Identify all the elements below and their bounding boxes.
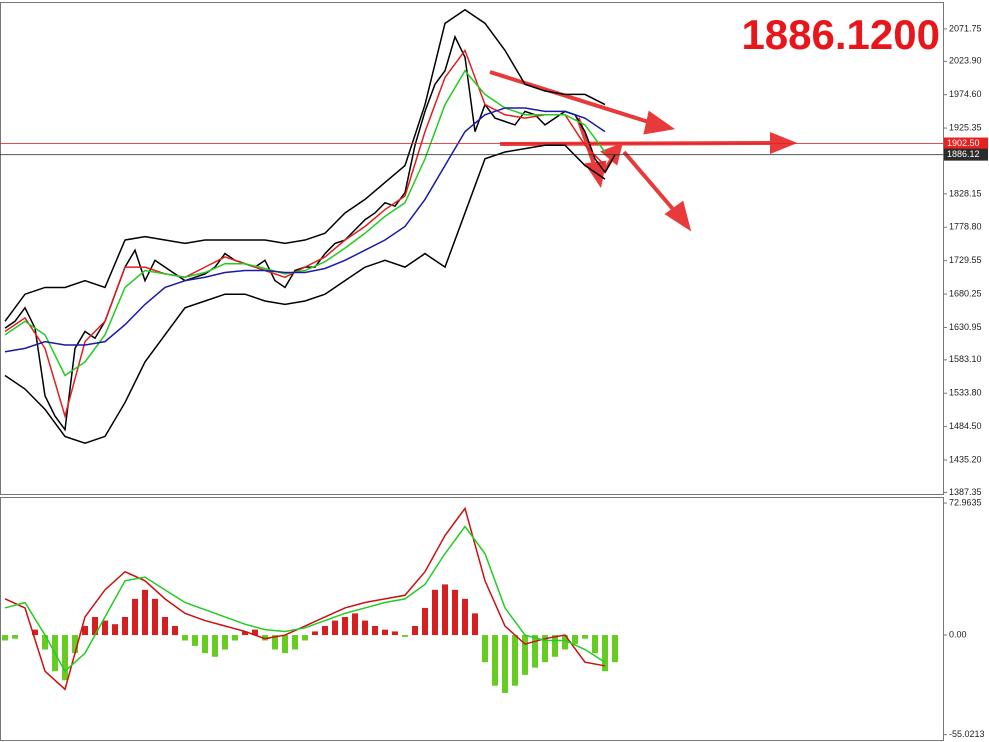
histogram-bar — [132, 598, 138, 636]
series-line — [4, 144, 606, 444]
histogram-bar — [112, 624, 118, 636]
histogram-bar — [502, 635, 508, 693]
histogram-bar — [352, 613, 358, 636]
histogram-bar — [12, 635, 18, 639]
histogram-bar — [522, 635, 528, 675]
histogram-bar — [232, 635, 238, 641]
y-tick-label: 0.00 — [949, 629, 967, 639]
y-tick-label: 72.9635 — [949, 497, 982, 507]
histogram-bar — [2, 635, 8, 641]
y-tick-label: 1680.25 — [949, 288, 982, 298]
histogram-bar — [72, 635, 78, 654]
histogram-bar — [92, 616, 98, 636]
histogram-bar — [402, 635, 408, 637]
arrow — [489, 70, 656, 126]
arrow-head — [643, 110, 676, 135]
histogram-bar — [302, 635, 308, 641]
y-tick-label: 1974.60 — [949, 89, 982, 99]
y-tick-label: 1630.95 — [949, 322, 982, 332]
histogram-bar — [142, 589, 148, 636]
histogram-bar — [202, 635, 208, 654]
y-tick-label: 1484.50 — [949, 421, 982, 431]
histogram-bar — [82, 626, 88, 636]
histogram-bar — [372, 626, 378, 636]
histogram-bar — [192, 635, 198, 646]
histogram-bar — [332, 620, 338, 636]
series-line — [4, 525, 606, 673]
series-line — [4, 506, 606, 691]
price-label: 1886.12 — [947, 149, 980, 159]
price-label-box — [944, 148, 988, 161]
histogram-bar — [152, 598, 158, 636]
histogram-bar — [602, 635, 608, 672]
histogram-bar — [562, 635, 568, 650]
y-tick-label: 1533.80 — [949, 388, 982, 398]
histogram-bar — [242, 631, 248, 636]
histogram-bar — [342, 616, 348, 636]
histogram-bar — [382, 629, 388, 636]
y-tick-label: 1387.35 — [949, 487, 982, 497]
histogram-bar — [102, 620, 108, 636]
histogram-bar — [462, 598, 468, 636]
histogram-bar — [572, 635, 578, 645]
series-line — [4, 8, 606, 322]
histogram-bar — [292, 635, 298, 650]
histogram-bar — [422, 607, 428, 636]
histogram-bar — [272, 635, 278, 650]
histogram-bar — [162, 616, 168, 636]
histogram-bar — [442, 584, 448, 636]
price-label-box — [944, 137, 988, 150]
histogram-bar — [552, 635, 558, 657]
histogram-bar — [612, 635, 618, 663]
histogram-bar — [392, 631, 398, 636]
histogram-bar — [542, 635, 548, 663]
histogram-bar — [432, 589, 438, 636]
histogram-bar — [452, 589, 458, 636]
histogram-bar — [62, 635, 68, 681]
histogram-bar — [282, 635, 288, 654]
histogram-bar — [42, 635, 48, 650]
y-tick-label: 1925.35 — [949, 122, 982, 132]
y-tick-label: -55.0213 — [949, 729, 985, 739]
histogram-bar — [362, 620, 368, 636]
histogram-bar — [512, 635, 518, 686]
arrow-head — [770, 132, 798, 154]
histogram-bar — [492, 635, 498, 686]
histogram-bar — [472, 613, 478, 636]
series-line — [4, 48, 606, 419]
y-tick-label: 1778.80 — [949, 222, 982, 232]
y-tick-label: 1435.20 — [949, 454, 982, 464]
histogram-bar — [222, 635, 228, 650]
y-tick-label: 2023.90 — [949, 56, 982, 66]
histogram-bar — [262, 635, 268, 641]
histogram-bar — [582, 635, 588, 639]
price-label: 1902.50 — [947, 138, 980, 148]
arrow-head — [664, 200, 692, 232]
histogram-bar — [252, 629, 258, 636]
y-tick-label: 1729.55 — [949, 255, 982, 265]
histogram-bar — [322, 626, 328, 636]
chart-title: 1886.1200 — [741, 11, 940, 58]
y-tick-label: 1583.10 — [949, 354, 982, 364]
macd-panel-frame — [0, 497, 944, 741]
histogram-bar — [122, 616, 128, 636]
arrow-head — [600, 142, 623, 166]
histogram-bar — [482, 635, 488, 663]
main-panel-frame — [0, 2, 944, 495]
histogram-bar — [532, 635, 538, 668]
histogram-bar — [172, 626, 178, 636]
histogram-bar — [312, 631, 318, 636]
series-line — [4, 107, 606, 353]
histogram-bar — [182, 635, 188, 641]
histogram-bar — [212, 635, 218, 657]
histogram-bar — [32, 629, 38, 636]
arrow — [622, 150, 680, 217]
y-tick-label: 2071.75 — [949, 23, 982, 33]
histogram-bar — [412, 626, 418, 636]
y-tick-label: 1828.15 — [949, 188, 982, 198]
histogram-bar — [592, 635, 598, 654]
